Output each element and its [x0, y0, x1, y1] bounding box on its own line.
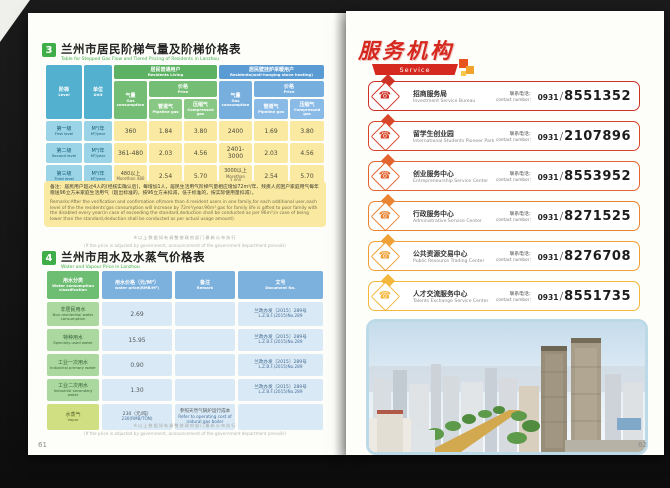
phone-icon: ☎	[370, 161, 401, 192]
org-name-en: International Students Pioneer Park	[413, 139, 495, 144]
header-level: 阶梯 Level	[46, 65, 82, 119]
header-water-class: 用水分类 Water consumption classification	[47, 271, 99, 299]
service-card-entrepreneurship-center: ☎ 创业服务中心 Entrepreneurship Service Center…	[368, 153, 640, 192]
section4-subtitle: Water and Vapour Price in Lanzhou	[61, 265, 140, 271]
section3-title: 兰州市居民阶梯气量及阶梯价格表	[61, 42, 241, 56]
page-title: 服务机构	[358, 39, 454, 63]
org-name-zh: 行政服务中心	[413, 210, 454, 218]
phone-icon: ☎	[370, 121, 401, 152]
header-g1-pipeline: 管道气 Pipeline gas	[149, 99, 182, 119]
org-name-zh: 招商服务局	[413, 90, 447, 98]
foreground-buildings	[369, 410, 645, 452]
header-g2-compressed: 压缩气 Compressed gas	[290, 99, 325, 119]
contact-label: 联系电话： contact number：	[496, 91, 534, 102]
header-g2-price: 价格 Price	[254, 81, 325, 97]
table-row: 非居民用水 Non-residential water consumption 2…	[47, 302, 323, 326]
city-skyline-photo	[366, 319, 648, 455]
header-g1-gas: 气量 Gas consumption	[114, 81, 147, 119]
phone-number: 0931/8271525	[537, 208, 631, 224]
contact-label: 联系电话： contact number：	[496, 291, 534, 302]
section3-number-badge: 3	[42, 43, 56, 57]
phone-icon: ☎	[370, 281, 401, 312]
service-card-talents-exchange-center: ☎ 人才交流服务中心 Talents Exchange Service Cent…	[368, 273, 640, 312]
page-corner-sliver	[0, 0, 30, 42]
phone-number: 0931/8551735	[537, 288, 631, 304]
phone-number: 0931/8551352	[537, 88, 631, 104]
square-decoration	[466, 66, 474, 74]
right-page: 服务机构 Service ☎ 招商服务局 Investment Service …	[346, 11, 664, 455]
table-row: 水蒸气 Vapor 230（元/吨） 230(RMB/TON) 参照天然气锅炉运行成…	[47, 404, 323, 430]
org-name-zh: 公共资源交易中心	[413, 250, 468, 258]
header-water-price: 用水价格（元/M³） water price(RMB/M³)	[102, 271, 172, 299]
phone-number: 0931/8553952	[537, 168, 631, 184]
contact-label: 联系电话： contact number：	[496, 211, 534, 222]
phone-icon: ☎	[370, 81, 401, 112]
gas-table-source-note: ※以上数据如有调整按政府部门最新公布执行 (If the price is ad…	[84, 235, 286, 248]
org-name-en: Public Resource Trading Center	[413, 259, 485, 264]
square-decoration	[459, 59, 468, 68]
water-price-table: 用水分类 Water consumption classification 用水价…	[44, 268, 326, 433]
header-group-residents-heating: 居民壁挂炉采暖用户 Residents(wall-hanging stove he…	[219, 65, 325, 79]
header-g1-price: 价格 Price	[149, 81, 217, 97]
phone-number: 0931/8276708	[537, 248, 631, 264]
road	[427, 410, 521, 452]
org-name-zh: 创业服务中心	[413, 170, 454, 178]
table-row: 第一级 First level M³/年 M³/year 360 1.84 3.80…	[46, 121, 325, 141]
org-name-en: Administrative Service Center	[413, 219, 482, 224]
contact-label: 联系电话： contact number：	[496, 131, 534, 142]
service-card-public-resource-center: ☎ 公共资源交易中心 Public Resource Trading Cente…	[368, 233, 640, 272]
header-g2-pipeline: 管道气 Pipeline gas	[254, 99, 288, 119]
twin-towers	[541, 338, 601, 452]
page-number-left: 61	[38, 441, 47, 449]
header-unit: 单位 Unit	[84, 65, 112, 119]
section3-subtitle: Table for Stepped Gas Flow and Tiered Pr…	[61, 57, 220, 63]
header-g1-compressed: 压缩气 Compressed gas	[184, 99, 217, 119]
header-group-residents-living: 居民普通用户 Residents Living	[114, 65, 217, 79]
section4-number-badge: 4	[42, 251, 56, 265]
table-row: 第二级 Second level M³/年 M³/year 361-480 2.03…	[46, 143, 325, 163]
section3-header: 3 兰州市居民阶梯气量及阶梯价格表 Table for Stepped Gas …	[42, 43, 241, 62]
header-g2-gas: 气量 Gas consumption	[219, 81, 252, 119]
contact-label: 联系电话： contact number：	[496, 251, 534, 262]
gas-table-remarks: 备注：居民用户超过4人的(经核实确认后)，每增加1人，居民生活用气阶梯气量相应增…	[44, 181, 326, 227]
gas-price-table: 阶梯 Level 单位 Unit 居民普通用户 Residents Living 居民…	[44, 63, 326, 189]
section4-header: 4 兰州市用水及水蒸气价格表 Water and Vapour Price in…	[42, 251, 205, 270]
table-row: 特种用水 Specially-used water 15.95 兰政办发〔2015…	[47, 329, 323, 351]
phone-icon: ☎	[370, 241, 401, 272]
table-row: 工业一次用水 Industrial primary water 0.90 兰政办发…	[47, 354, 323, 376]
phone-icon: ☎	[370, 201, 401, 232]
header-water-remark: 备注 Remark	[175, 271, 235, 299]
table-row: 工业二次用水 Industrial secondary water 1.30 兰政…	[47, 379, 323, 401]
org-name-zh: 人才交流服务中心	[413, 290, 468, 298]
header-water-doc: 文号 Document No.	[238, 271, 323, 299]
org-name-zh: 留学生创业园	[413, 130, 454, 138]
contact-label: 联系电话： contact number：	[496, 171, 534, 182]
remarks-chinese: 备注：居民用户超过4人的(经核实确认后)，每增加1人，居民生活用气阶梯气量相应增…	[50, 185, 319, 197]
phone-number: 0931/2107896	[537, 128, 631, 144]
section4-title: 兰州市用水及水蒸气价格表	[61, 250, 205, 264]
service-card-administrative-center: ☎ 行政服务中心 Administrative Service Center 联…	[368, 193, 640, 232]
page-number-right: 62	[638, 441, 647, 449]
service-card-investment-bureau: ☎ 招商服务局 Investment Service Bureau 联系电话： c…	[368, 73, 640, 112]
org-name-en: Investment Service Bureau	[413, 99, 476, 104]
page-subtitle-ribbon: Service	[372, 64, 458, 75]
org-name-en: Talents Exchange Service Center	[413, 299, 489, 304]
remarks-english: Remarks:After the verification and confi…	[50, 199, 318, 223]
left-page: 3 兰州市居民阶梯气量及阶梯价格表 Table for Stepped Gas …	[28, 13, 346, 455]
service-card-students-pioneer-park: ☎ 留学生创业园 International Students Pioneer …	[368, 113, 640, 152]
org-name-en: Entrepreneurship Service Center	[413, 179, 489, 184]
water-table-source-note: ※以上数据如有调整按政府部门最新公布执行 (If the price is ad…	[84, 423, 286, 436]
square-decoration	[461, 71, 466, 76]
